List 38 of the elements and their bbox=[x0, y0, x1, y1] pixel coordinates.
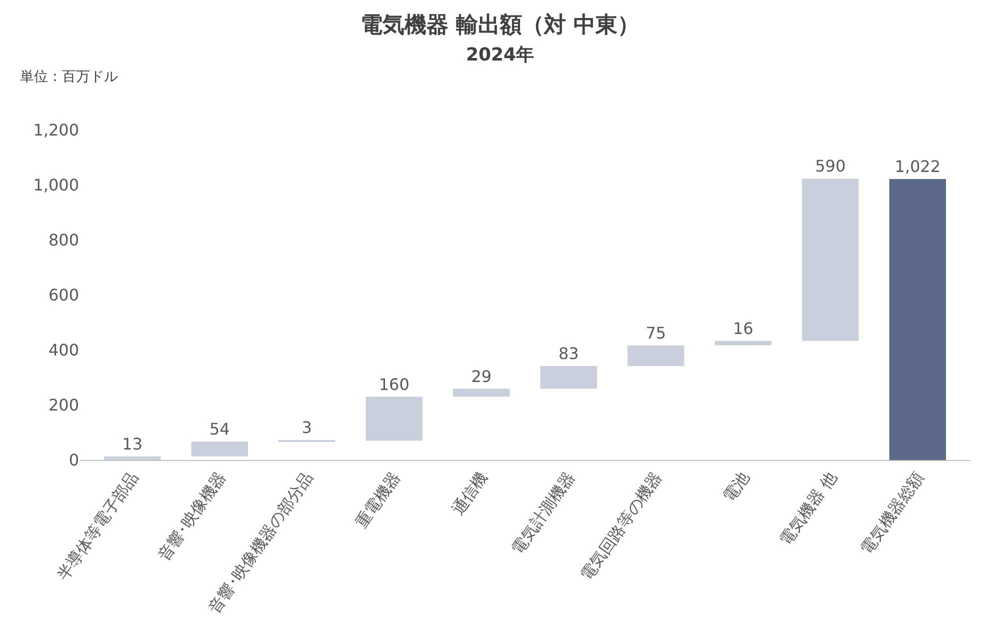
x-tick-label: 電気計測機器 bbox=[508, 468, 578, 558]
data-label: 1,022 bbox=[894, 156, 941, 176]
x-tick-label: 重電機器 bbox=[352, 468, 404, 532]
data-label: 75 bbox=[646, 323, 666, 342]
y-tick-label: 1,200 bbox=[33, 120, 79, 140]
y-tick-label: 0 bbox=[68, 450, 79, 470]
x-tick-label: 電気回路等の機器 bbox=[576, 468, 666, 584]
data-label: 54 bbox=[209, 420, 230, 439]
y-tick-label: 800 bbox=[48, 230, 79, 250]
bar bbox=[366, 396, 422, 441]
x-tick-label: 半導体等電子部品 bbox=[53, 468, 142, 584]
data-label: 590 bbox=[815, 156, 846, 176]
x-tick-label: 音響･映像機器 bbox=[154, 468, 230, 564]
chart-title: 電気機器 輸出額（対 中東） bbox=[360, 12, 640, 38]
bar bbox=[628, 345, 684, 366]
bar bbox=[714, 340, 772, 346]
data-label: 83 bbox=[558, 344, 579, 363]
y-tick-label: 600 bbox=[48, 286, 79, 305]
x-tick-label: 電池 bbox=[719, 468, 753, 506]
bar bbox=[889, 178, 946, 460]
data-label: 29 bbox=[471, 366, 492, 386]
y-tick-label: 1,000 bbox=[33, 176, 79, 195]
data-label: 13 bbox=[122, 434, 143, 454]
text: 単位：百万ドル bbox=[20, 69, 118, 85]
x-tick-label: 通信機 bbox=[448, 468, 492, 518]
y-tick-label: 200 bbox=[48, 396, 79, 415]
chart-subtitle: 2024年 bbox=[466, 44, 534, 66]
x-tick-label: 電気機器 他 bbox=[776, 468, 840, 549]
data-label: 3 bbox=[302, 418, 312, 437]
bar bbox=[104, 456, 161, 460]
y-tick-label: 400 bbox=[48, 340, 79, 360]
bar bbox=[802, 178, 859, 341]
data-label: 160 bbox=[378, 374, 410, 394]
x-tick-label: 電気機器総額 bbox=[856, 468, 928, 558]
bar bbox=[191, 442, 248, 456]
data-label: 16 bbox=[732, 318, 754, 338]
bar bbox=[540, 366, 597, 389]
bar bbox=[453, 388, 510, 397]
